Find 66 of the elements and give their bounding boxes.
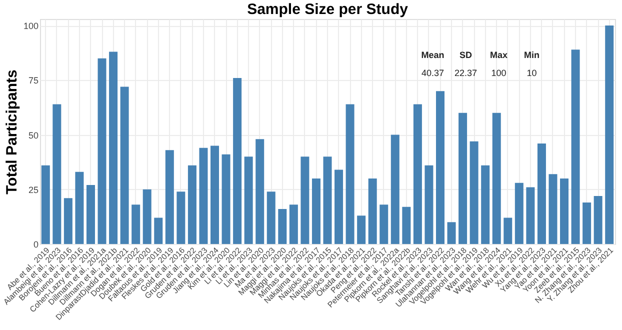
bar bbox=[244, 156, 253, 244]
bar bbox=[52, 104, 62, 244]
annotation: 10 bbox=[526, 68, 537, 78]
bar bbox=[199, 148, 208, 244]
bar bbox=[413, 104, 422, 244]
y-tick-label: 25 bbox=[28, 184, 38, 195]
bar bbox=[75, 172, 84, 244]
bar bbox=[109, 52, 118, 244]
chart-title: Sample Size per Study bbox=[247, 1, 409, 18]
bar bbox=[142, 189, 152, 244]
annotation: Mean bbox=[421, 50, 444, 60]
bar bbox=[300, 156, 310, 244]
bar bbox=[86, 185, 95, 244]
bar bbox=[390, 134, 400, 244]
bar bbox=[458, 112, 468, 244]
bar bbox=[289, 204, 298, 244]
bar bbox=[64, 198, 72, 244]
bar bbox=[210, 146, 220, 244]
bar bbox=[132, 204, 140, 244]
bar bbox=[504, 218, 512, 244]
bar bbox=[176, 192, 186, 244]
bar bbox=[424, 165, 434, 244]
bar bbox=[548, 174, 558, 244]
y-tick-label: 75 bbox=[28, 76, 38, 86]
annotation: Min bbox=[524, 50, 540, 60]
y-tick-label: 100 bbox=[23, 21, 38, 32]
bar bbox=[233, 78, 242, 244]
bar bbox=[334, 170, 344, 244]
bar bbox=[560, 178, 569, 244]
bar bbox=[98, 58, 106, 244]
y-axis-title: Total Participants bbox=[3, 70, 20, 194]
bar bbox=[436, 91, 444, 244]
bar bbox=[256, 139, 264, 244]
bar bbox=[222, 154, 230, 244]
bar bbox=[312, 178, 320, 244]
bar bbox=[357, 216, 366, 244]
bar bbox=[605, 26, 614, 244]
annotation: Max bbox=[490, 50, 508, 60]
bar bbox=[594, 196, 602, 244]
y-tick-label: 0 bbox=[33, 240, 38, 250]
bar bbox=[514, 182, 524, 244]
annotation: 22.37 bbox=[454, 68, 477, 78]
bar bbox=[481, 165, 490, 244]
bar bbox=[526, 187, 535, 244]
bar bbox=[266, 192, 276, 244]
bar bbox=[402, 206, 411, 244]
bar bbox=[470, 141, 478, 244]
bar bbox=[165, 150, 174, 244]
bar bbox=[188, 165, 196, 244]
annotation: 40.37 bbox=[421, 68, 444, 78]
bar bbox=[120, 86, 129, 244]
bar bbox=[278, 209, 287, 244]
annotation: 100 bbox=[491, 68, 506, 78]
bar bbox=[346, 104, 354, 244]
bar bbox=[368, 178, 377, 244]
bar bbox=[571, 50, 580, 244]
y-tick-label: 50 bbox=[28, 130, 38, 140]
bar bbox=[537, 144, 546, 244]
bar bbox=[380, 204, 388, 244]
bar bbox=[582, 202, 592, 244]
bar bbox=[323, 156, 332, 244]
annotation: SD bbox=[459, 50, 472, 60]
bar bbox=[492, 112, 501, 244]
bar bbox=[41, 165, 50, 244]
bar bbox=[447, 222, 456, 244]
bar bbox=[154, 218, 163, 244]
